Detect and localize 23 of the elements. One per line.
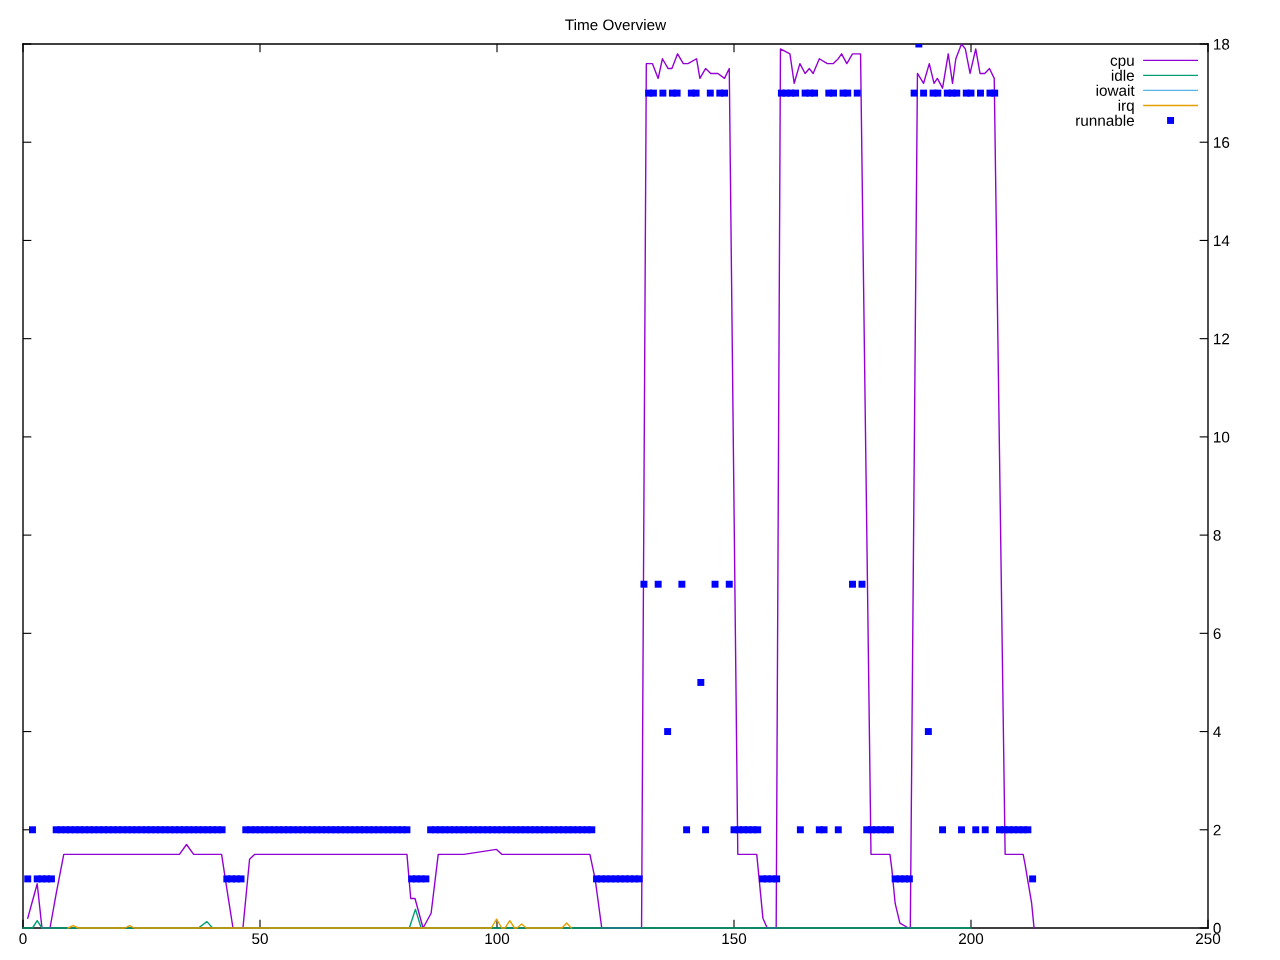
legend-label: idle: [1111, 69, 1134, 81]
y-tick-label: 18: [1214, 38, 1230, 50]
legend-label: irq: [1118, 99, 1134, 114]
y-tick-label: 4: [1213, 726, 1221, 738]
legend-label: cpu: [1110, 57, 1134, 69]
y-tick-label: 14: [1214, 235, 1230, 246]
x-tick-label: 200: [959, 933, 984, 945]
x-tick-label: 250: [1196, 933, 1221, 945]
y-tick-label: 16: [1214, 137, 1230, 148]
x-tick-label: 0: [19, 933, 27, 945]
line-series: [67, 918, 573, 929]
y-tick-label: 10: [1214, 431, 1230, 443]
y-tick-label: 2: [1213, 824, 1221, 836]
y-tick-label: 0: [1213, 922, 1221, 934]
y-tick-label: 12: [1214, 333, 1230, 345]
chart-title: Time Overview: [565, 19, 667, 31]
legend-label: runnable: [1076, 114, 1134, 126]
y-tick-label: 8: [1213, 529, 1221, 541]
x-tick-label: 150: [722, 933, 747, 945]
x-tick-label: 100: [485, 933, 510, 945]
y-tick-label: 6: [1213, 628, 1221, 640]
x-tick-label: 50: [252, 933, 268, 945]
legend-label: iowait: [1096, 84, 1135, 96]
